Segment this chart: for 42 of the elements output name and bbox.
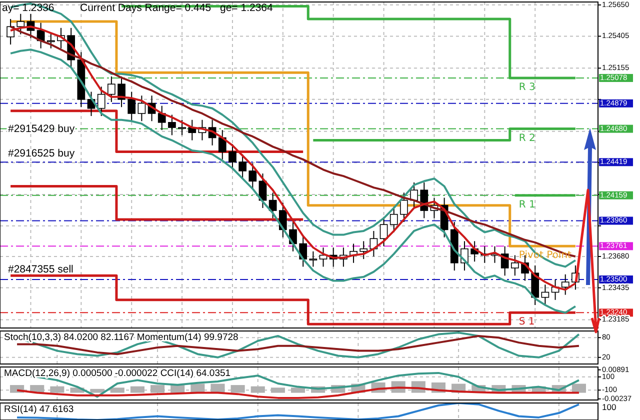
candlestick [238,154,246,180]
chart-title: MACD(12,26,9) 0.000500 -0.000022 CCI(14) 64.0351 [4,368,231,379]
annotation: #2916525 buy [8,147,76,160]
chart-title: Stoch(10,3,3) 84.0200 82.1167 Momentum(14) 99.9728 [4,332,238,343]
candlestick [128,91,136,122]
bar [572,384,586,393]
chart-title: RSI(14) 47.6163 [4,404,74,415]
candlestick [108,76,116,102]
candlestick [400,192,408,223]
candlestick [268,192,277,219]
candlestick [561,274,570,296]
candlestick [218,130,226,160]
candlestick [178,119,186,136]
bar [110,388,124,393]
bar [230,385,245,393]
candlestick [410,182,418,208]
bar [150,385,165,393]
candlestick [248,162,257,190]
series-label: S 1 [518,316,535,328]
candlestick [510,254,519,276]
candlestick [380,216,388,247]
bar [250,386,265,393]
candlestick [309,250,318,268]
series-label: R 3 [518,82,536,93]
candlestick [541,284,550,306]
candlestick [158,105,166,131]
bar [270,388,285,393]
line-series [16,386,580,399]
candlestick [138,95,146,122]
line-series [10,48,576,314]
candlestick [228,144,236,170]
candlestick [168,114,176,136]
series-label: R 1 [518,199,536,210]
bar [90,388,104,393]
bar [130,386,144,393]
series-label: R 2 [518,132,536,144]
bar [290,388,306,393]
candlestick [360,240,368,260]
candlestick [16,13,25,35]
annotation: #2847355 sell [8,264,74,276]
candlestick [97,86,106,117]
bar [50,386,64,393]
